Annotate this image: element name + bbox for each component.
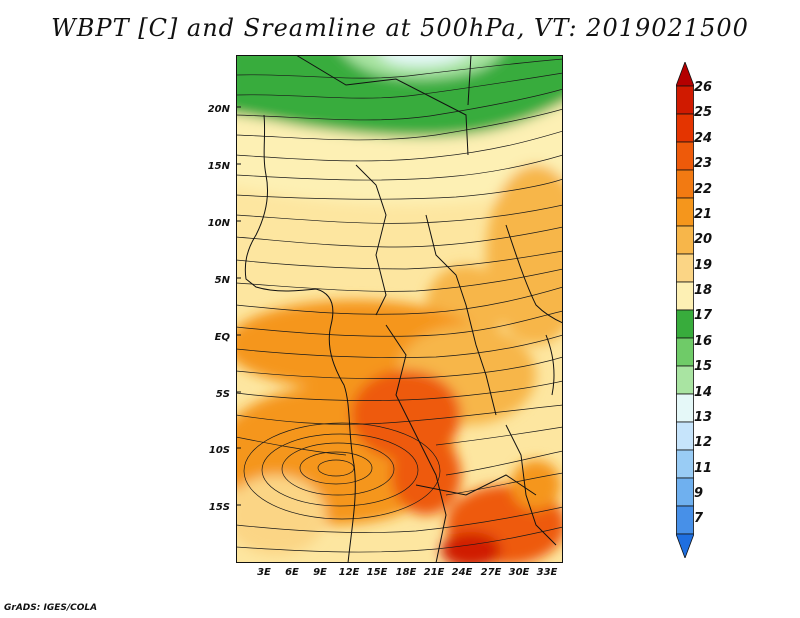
colorbar-label: 9 — [694, 486, 704, 501]
colorbar-label: 13 — [694, 410, 713, 425]
colorbar-segment — [676, 365, 694, 395]
colorbar-label: 22 — [694, 182, 713, 197]
lat-label-eq: EQ — [214, 332, 230, 343]
colorbar-label: 25 — [694, 105, 713, 120]
lon-label-21e: 21E — [423, 567, 445, 578]
colorbar-segment — [676, 169, 694, 199]
colorbar-label: 11 — [694, 461, 713, 476]
colorbar-segment — [676, 337, 694, 367]
colorbar-label: 15 — [694, 359, 713, 374]
colorbar-segment — [676, 225, 694, 255]
colorbar-label: 19 — [694, 258, 713, 273]
colorbar-top-arrow — [675, 60, 695, 87]
lat-label-10n: 10N — [207, 218, 230, 229]
lon-label-9e: 9E — [313, 567, 327, 578]
map-frame — [236, 55, 563, 563]
colorbar-segment — [676, 281, 694, 311]
lat-label-15s: 15S — [208, 502, 230, 513]
colorbar-segment — [676, 309, 694, 339]
colorbar-label: 23 — [694, 156, 713, 171]
map-canvas — [236, 55, 563, 563]
colorbar-segment — [676, 253, 694, 283]
lat-label-10s: 10S — [208, 445, 230, 456]
colorbar-segment — [676, 393, 694, 423]
colorbar-segment — [676, 477, 694, 507]
lon-label-24e: 24E — [451, 567, 473, 578]
map-panel — [236, 55, 563, 563]
lat-label-15n: 15N — [207, 161, 230, 172]
colorbar-label: 26 — [694, 80, 713, 95]
colorbar-label: 18 — [694, 283, 713, 298]
lon-label-6e: 6E — [285, 567, 299, 578]
colorbar-segment — [676, 197, 694, 227]
colorbar-bottom-arrow — [675, 533, 695, 560]
streamlines — [236, 58, 563, 553]
colorbar-label: 21 — [694, 207, 713, 222]
colorbar-segment — [676, 505, 694, 535]
lon-label-27e: 27E — [480, 567, 502, 578]
colorbar-segment — [676, 85, 694, 115]
lat-label-5s: 5S — [215, 389, 230, 400]
coastlines — [244, 55, 563, 563]
colorbar-segment — [676, 141, 694, 171]
colorbar — [675, 60, 695, 560]
colorbar-label: 16 — [694, 334, 713, 349]
lon-label-30e: 30E — [508, 567, 530, 578]
colorbar-label: 24 — [694, 131, 713, 146]
colorbar-label: 20 — [694, 232, 713, 247]
colorbar-segment — [676, 113, 694, 143]
colorbar-label: 7 — [694, 511, 704, 526]
wbpt-field — [236, 55, 563, 563]
lon-label-12e: 12E — [338, 567, 360, 578]
footer-credit: GrADS: IGES/COLA — [4, 603, 98, 613]
colorbar-label: 14 — [694, 385, 713, 400]
chart-title: WBPT [C] and Sreamline at 500hPa, VT: 20… — [51, 14, 749, 42]
lon-label-18e: 18E — [395, 567, 417, 578]
colorbar-label: 17 — [694, 308, 713, 323]
colorbar-segment — [676, 421, 694, 451]
lon-label-15e: 15E — [366, 567, 388, 578]
lat-label-20n: 20N — [207, 104, 230, 115]
colorbar-label: 12 — [694, 435, 713, 450]
lon-label-33e: 33E — [536, 567, 558, 578]
lat-label-5n: 5N — [214, 275, 230, 286]
lon-label-3e: 3E — [257, 567, 271, 578]
colorbar-segment — [676, 449, 694, 479]
